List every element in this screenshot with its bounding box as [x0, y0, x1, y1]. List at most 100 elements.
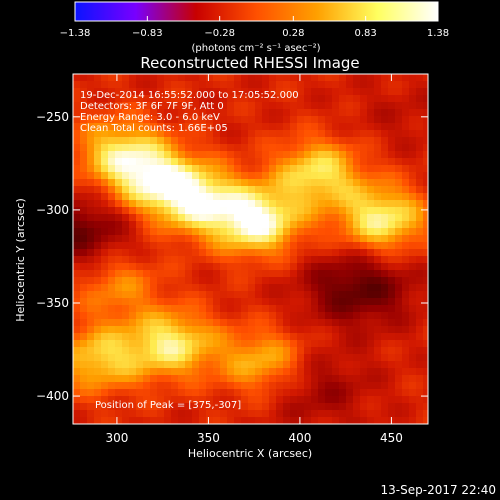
heatmap-cell: [227, 403, 235, 411]
heatmap-cell: [73, 277, 81, 285]
heatmap-cell: [122, 102, 130, 110]
heatmap-cell: [80, 144, 88, 152]
heatmap-cell: [136, 305, 144, 313]
heatmap-cell: [213, 144, 221, 152]
heatmap-cell: [262, 319, 270, 327]
heatmap-cell: [171, 186, 179, 194]
heatmap-cell: [367, 186, 375, 194]
heatmap-cell: [164, 333, 172, 341]
heatmap-cell: [409, 158, 417, 166]
heatmap-cell: [283, 284, 291, 292]
heatmap-cell: [346, 326, 354, 334]
heatmap-cell: [381, 403, 389, 411]
heatmap-cell: [185, 116, 193, 124]
heatmap-cell: [129, 207, 137, 215]
heatmap-cell: [395, 368, 403, 376]
heatmap-cell: [318, 200, 326, 208]
heatmap-cell: [143, 389, 151, 397]
heatmap-cell: [199, 263, 207, 271]
heatmap-cell: [178, 277, 186, 285]
heatmap-cell: [346, 410, 354, 418]
heatmap-cell: [80, 88, 88, 96]
heatmap-cell: [332, 102, 340, 110]
heatmap-cell: [178, 207, 186, 215]
heatmap-cell: [381, 410, 389, 418]
heatmap-cell: [164, 277, 172, 285]
heatmap-cell: [304, 291, 312, 299]
heatmap-cell: [353, 130, 361, 138]
heatmap-cell: [332, 305, 340, 313]
heatmap-cell: [283, 88, 291, 96]
heatmap-cell: [234, 242, 242, 250]
heatmap-cell: [262, 74, 270, 82]
heatmap-cell: [423, 88, 428, 96]
heatmap-cell: [87, 228, 95, 236]
heatmap-cell: [136, 165, 144, 173]
heatmap-cell: [234, 361, 242, 369]
heatmap-cell: [395, 144, 403, 152]
heatmap-cell: [276, 179, 284, 187]
heatmap-cell: [241, 123, 249, 131]
heatmap-cell: [332, 354, 340, 362]
heatmap-cell: [199, 347, 207, 355]
heatmap-cell: [402, 305, 410, 313]
heatmap-cell: [332, 340, 340, 348]
heatmap-cell: [101, 151, 109, 159]
heatmap-cell: [339, 333, 347, 341]
heatmap-cell: [129, 221, 137, 229]
heatmap-cell: [241, 403, 249, 411]
heatmap-cell: [388, 354, 396, 362]
heatmap-cell: [192, 256, 200, 264]
heatmap-cell: [94, 333, 102, 341]
heatmap-cell: [136, 179, 144, 187]
heatmap-cell: [157, 88, 165, 96]
heatmap-cell: [318, 417, 326, 424]
heatmap-cell: [80, 214, 88, 222]
heatmap-cell: [318, 263, 326, 271]
heatmap-cell: [220, 298, 228, 306]
heatmap-cell: [136, 214, 144, 222]
heatmap-cell: [73, 256, 81, 264]
heatmap-cell: [206, 228, 214, 236]
heatmap-cell: [381, 368, 389, 376]
heatmap-cell: [101, 137, 109, 145]
heatmap-cell: [311, 186, 319, 194]
heatmap-cell: [388, 389, 396, 397]
heatmap-cell: [185, 207, 193, 215]
heatmap-cell: [192, 305, 200, 313]
colorbar-label: (photons cm⁻² s⁻¹ asec⁻²): [191, 43, 320, 54]
heatmap-cell: [227, 207, 235, 215]
heatmap-cell: [101, 179, 109, 187]
heatmap-cell: [80, 256, 88, 264]
heatmap-cell: [206, 340, 214, 348]
heatmap-cell: [269, 221, 277, 229]
heatmap-cell: [157, 172, 165, 180]
heatmap-cell: [150, 256, 158, 264]
heatmap-cell: [262, 200, 270, 208]
heatmap-cell: [297, 326, 305, 334]
heatmap-cell: [255, 319, 263, 327]
heatmap-cell: [318, 298, 326, 306]
heatmap-cell: [423, 347, 428, 355]
heatmap-cell: [339, 270, 347, 278]
heatmap-cell: [220, 193, 228, 201]
heatmap-cell: [171, 81, 179, 89]
heatmap-cell: [325, 396, 333, 404]
heatmap-cell: [122, 193, 130, 201]
heatmap-cell: [276, 172, 284, 180]
heatmap-cell: [164, 375, 172, 383]
heatmap-cell: [269, 249, 277, 257]
heatmap-cell: [213, 410, 221, 418]
heatmap-cell: [318, 179, 326, 187]
heatmap-cell: [171, 172, 179, 180]
heatmap-cell: [94, 361, 102, 369]
heatmap-cell: [241, 88, 249, 96]
heatmap-cell: [360, 277, 368, 285]
heatmap-cell: [234, 284, 242, 292]
heatmap-cell: [171, 382, 179, 390]
heatmap-cell: [94, 403, 102, 411]
colorbar-frame: [74, 1, 439, 22]
heatmap-cell: [318, 186, 326, 194]
heatmap-cell: [283, 298, 291, 306]
heatmap-cell: [136, 270, 144, 278]
